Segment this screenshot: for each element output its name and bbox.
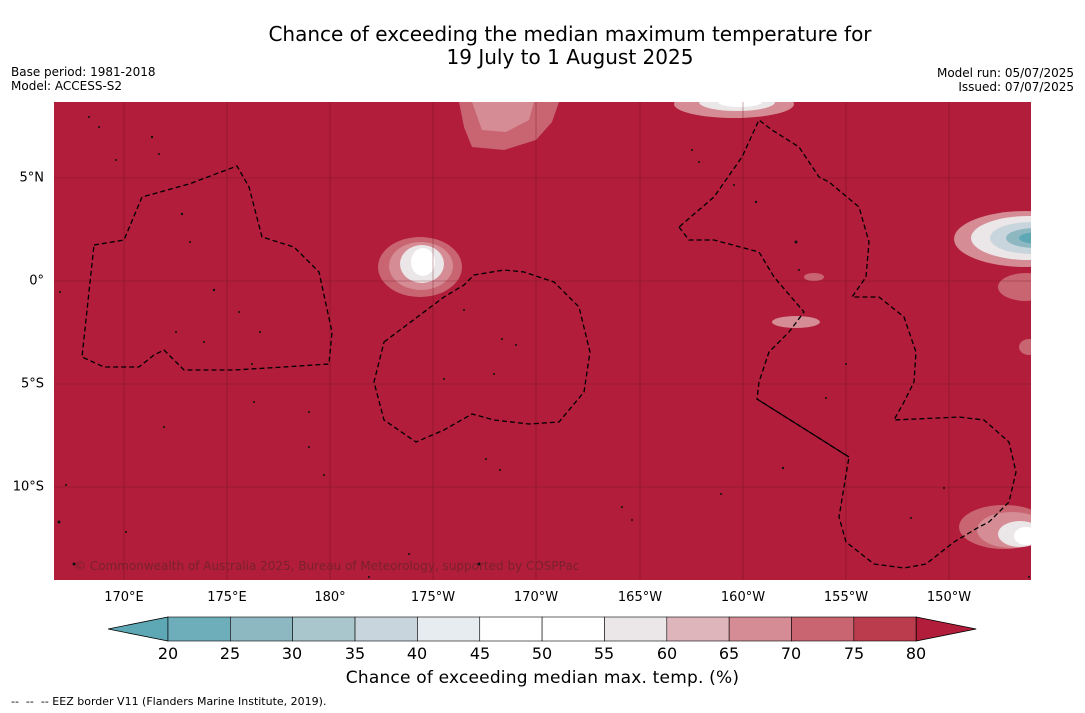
colorbar-over-arrow	[915, 616, 977, 642]
colorbar-bin	[417, 616, 481, 642]
x-tick-label: 165°W	[617, 590, 663, 605]
anomaly-patch-158w	[804, 273, 824, 281]
colorbar	[108, 616, 977, 642]
colorbar-label: 80	[905, 644, 927, 663]
colorbar-label: 60	[656, 644, 678, 663]
colorbar-label: 65	[718, 644, 740, 663]
meta-right: Model run: 05/07/2025 Issued: 07/07/2025	[937, 66, 1074, 94]
anomaly-blob-north	[459, 102, 559, 150]
colorbar-label: 55	[593, 644, 615, 663]
colorbar-bin	[479, 616, 543, 642]
model-run-text: Model run: 05/07/2025	[936, 66, 1074, 80]
x-tick-label: 170°W	[513, 590, 559, 605]
base-period-text: Base period: 1981-2018	[11, 65, 156, 79]
x-tick-label: 175°W	[410, 590, 456, 605]
colorbar-label: 50	[531, 644, 553, 663]
anomaly-patch-east-1	[998, 273, 1031, 301]
colorbar-title: Chance of exceeding median max. temp. (%…	[345, 668, 740, 688]
colorbar-bin	[167, 616, 231, 642]
map-background	[54, 102, 1031, 580]
colorbar-bin	[354, 616, 418, 642]
y-tick-label: 5°S	[20, 376, 44, 392]
x-tick-label: 150°W	[926, 590, 972, 605]
eez-footnote: -- -- -- EEZ border V11 (Flanders Marine…	[11, 695, 327, 708]
islands	[57, 116, 1030, 578]
y-tick-label: 10°S	[12, 479, 44, 495]
colorbar-bin	[666, 616, 730, 642]
colorbar-bin	[541, 616, 605, 642]
colorbar-label: 20	[157, 644, 179, 663]
anomaly-patch-east-2	[1019, 339, 1031, 355]
copyright-text: © Commonwealth of Australia 2025, Bureau…	[74, 559, 579, 573]
anomaly-blob-central	[378, 237, 462, 297]
colorbar-bin	[853, 616, 917, 642]
anomaly-blob-east	[954, 211, 1031, 267]
x-tick-label: 170°E	[104, 590, 144, 605]
colorbar-bin	[791, 616, 855, 642]
y-tick-label: 5°N	[19, 170, 45, 186]
meta-left: Base period: 1981-2018 Model: ACCESS-S2	[11, 65, 156, 93]
colorbar-bin	[292, 616, 356, 642]
colorbar-bin	[728, 616, 792, 642]
y-tick-label: 0°	[29, 273, 44, 289]
eez-solid-segment	[756, 398, 850, 458]
map-panel: © Commonwealth of Australia 2025, Bureau…	[54, 102, 1031, 580]
colorbar-label: 40	[406, 644, 428, 663]
x-tick-label: 160°W	[720, 590, 766, 605]
x-tick-label: 155°W	[823, 590, 869, 605]
colorbar-under-arrow	[108, 616, 169, 642]
colorbar-label: 35	[344, 644, 366, 663]
model-text: Model: ACCESS-S2	[11, 79, 123, 93]
x-tick-label: 180°	[314, 590, 346, 605]
x-tick-label: 175°E	[207, 590, 247, 605]
colorbar-label: 45	[469, 644, 491, 663]
eez-borders	[81, 118, 1017, 569]
chart-title-line-2: 19 July to 1 August 2025	[446, 45, 694, 69]
colorbar-label: 25	[219, 644, 241, 663]
anomaly-blob-north-east	[674, 102, 794, 118]
graticule	[54, 102, 1031, 580]
colorbar-bin	[604, 616, 668, 642]
colorbar-label: 70	[780, 644, 802, 663]
colorbar-bin	[230, 616, 293, 642]
colorbar-label: 75	[843, 644, 865, 663]
issued-text: Issued: 07/07/2025	[958, 80, 1074, 94]
colorbar-label: 30	[281, 644, 303, 663]
chart-title-line-1: Chance of exceeding the median maximum t…	[268, 22, 872, 46]
